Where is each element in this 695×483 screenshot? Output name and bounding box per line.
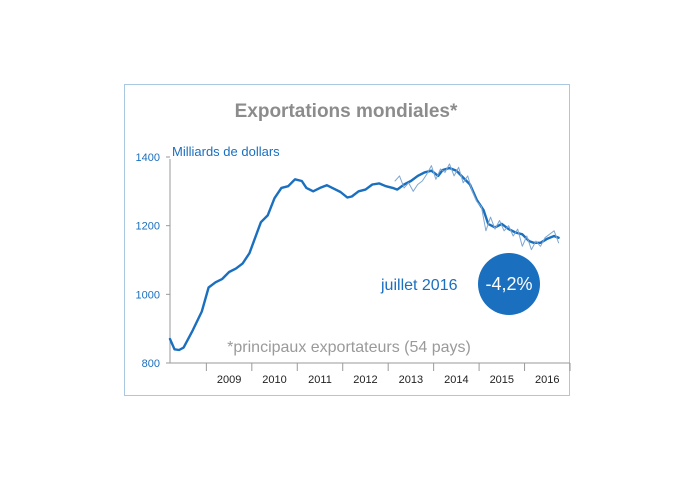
chart-svg: Exportations mondiales* Milliards de dol…: [136, 101, 571, 386]
x-tick-label: 2014: [444, 374, 468, 386]
callout-label: juillet 2016: [380, 277, 458, 294]
y-tick-label: 1400: [136, 152, 160, 164]
x-tick-label: 2013: [399, 374, 423, 386]
series-line-smoothed: [168, 166, 560, 352]
x-tick-label: 2016: [535, 374, 559, 386]
y-tick-label: 1200: [136, 221, 160, 233]
x-tick-label: 2009: [217, 374, 241, 386]
chart-frame: Exportations mondiales* Milliards de dol…: [124, 84, 571, 396]
x-tick-label: 2010: [262, 374, 286, 386]
footnote: *principaux exportateurs (54 pays): [227, 339, 471, 356]
y-axis-label: Milliards de dollars: [172, 144, 280, 159]
callout-badge: [478, 253, 540, 315]
series-line-monthly: [394, 163, 560, 251]
x-tick-label: 2015: [490, 374, 514, 386]
chart-title: Exportations mondiales*: [235, 101, 458, 122]
callout-value: -4,2%: [485, 274, 532, 294]
y-tick-label: 800: [142, 358, 160, 370]
x-tick-label: 2011: [308, 374, 332, 386]
x-tick-label: 2012: [353, 374, 377, 386]
y-tick-label: 1000: [136, 289, 160, 301]
